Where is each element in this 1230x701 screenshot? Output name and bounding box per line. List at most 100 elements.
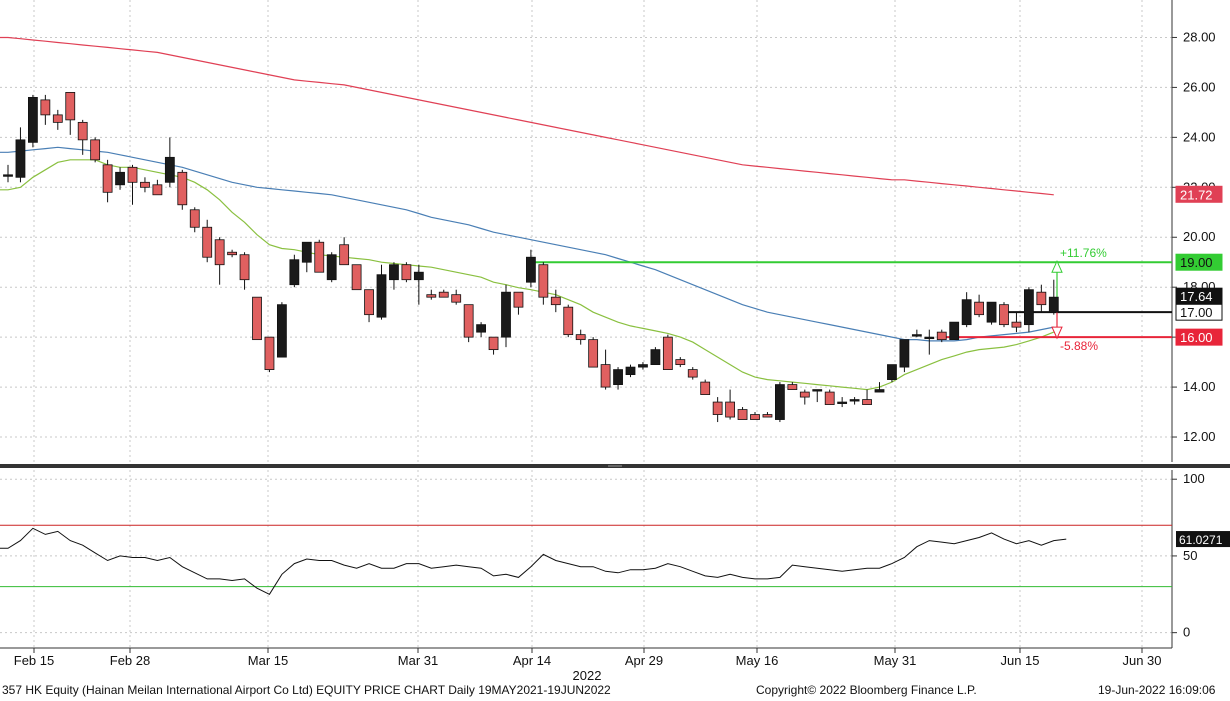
candle-body-down <box>140 181 150 188</box>
candle-body-up <box>874 389 885 393</box>
candle-body-down <box>700 381 711 395</box>
candle-body-down <box>824 391 835 405</box>
candle-body-down <box>351 264 362 291</box>
candle-body-up <box>949 321 960 341</box>
candle-body-down <box>189 209 200 228</box>
right-value-label-current: 17.64 <box>1180 289 1213 304</box>
candle-body-up <box>986 301 997 323</box>
candle-body-down <box>762 414 773 418</box>
candle-body-up <box>164 156 175 183</box>
candle-body-down <box>1011 321 1022 328</box>
rsi-last-value-box <box>1176 531 1230 548</box>
price-y-tick-label: 26.00 <box>1183 79 1216 94</box>
candle-body-down <box>974 301 984 316</box>
candle-body-up <box>924 336 935 340</box>
candle-body-up <box>376 274 387 318</box>
candle-body-down <box>152 184 163 196</box>
candle-body-down <box>538 264 549 298</box>
x-tick-label: Apr 29 <box>625 653 663 668</box>
candle-body-up <box>961 299 972 326</box>
x-tick-label: May 31 <box>874 653 917 668</box>
candle-body-down <box>52 114 63 123</box>
price-y-tick-label: 20.00 <box>1183 229 1216 244</box>
candle-body-up <box>326 254 337 281</box>
price-y-tick-label: 14.00 <box>1183 379 1216 394</box>
x-year-label: 2022 <box>573 668 602 683</box>
candle-body-up <box>289 259 300 286</box>
rsi-line <box>0 527 1067 595</box>
candle-body-down <box>737 409 748 420</box>
candle-body-down <box>90 139 101 161</box>
candle-body-up <box>15 139 26 178</box>
candle-body-down <box>999 304 1009 326</box>
candle-body-up <box>1024 289 1034 326</box>
candle-body-down <box>202 226 213 258</box>
candle-body-down <box>550 296 561 306</box>
level-label-resistance: 19.00 <box>1180 255 1213 270</box>
candle-body-down <box>662 336 673 370</box>
candle-body-down <box>451 294 462 303</box>
rsi-y-tick-label: 100 <box>1183 471 1205 486</box>
candle-body-down <box>463 304 474 338</box>
x-tick-label: Jun 30 <box>1122 653 1161 668</box>
candle-body-up <box>625 366 636 375</box>
candle-body-up <box>638 364 648 368</box>
candle-body-up <box>837 401 848 404</box>
candle-body-up <box>526 256 536 283</box>
candle-body-up <box>3 174 13 177</box>
candle-body-down <box>725 401 735 418</box>
x-tick-label: Mar 15 <box>248 653 288 668</box>
copyright-notice: Copyright© 2022 Bloomberg Finance L.P. <box>756 683 977 697</box>
x-tick-label: Feb 15 <box>14 653 54 668</box>
candle-body-down <box>264 336 275 370</box>
x-tick-label: May 16 <box>736 653 779 668</box>
candle-body-up <box>115 171 125 186</box>
level-pct-label-support: -5.88% <box>1060 339 1098 353</box>
candle-body-down <box>488 336 499 351</box>
candle-body-up <box>887 364 897 380</box>
down-arrow-icon <box>1051 326 1063 340</box>
candle-body-down <box>799 391 810 398</box>
moving-average-line-ma_long <box>0 36 1054 196</box>
rsi-last-value-label: 61.0271 <box>1179 533 1223 547</box>
candle-body-down <box>438 291 449 298</box>
candle-body-down <box>127 166 138 183</box>
candle-body-down <box>65 92 76 121</box>
x-tick-label: Mar 31 <box>398 653 438 668</box>
candle-body-down <box>227 251 238 256</box>
candle-body-down <box>102 164 113 193</box>
candle-body-down <box>862 399 872 405</box>
price-y-tick-label: 24.00 <box>1183 129 1216 144</box>
candle-body-down <box>252 296 262 341</box>
candle-body-down <box>787 384 798 390</box>
candle-body-up <box>775 384 785 420</box>
candle-body-down <box>563 306 574 336</box>
candle-body-up <box>27 96 38 143</box>
chart-timestamp: 19-Jun-2022 16:09:06 <box>1098 683 1216 697</box>
candle-body-up <box>812 389 823 392</box>
chart-source-caption: 357 HK Equity (Hainan Meilan Internation… <box>2 683 611 697</box>
candle-body-down <box>314 241 325 273</box>
x-tick-label: Feb 28 <box>110 653 150 668</box>
level-pct-label-resistance: +11.76% <box>1060 246 1107 260</box>
candle-body-down <box>40 99 51 116</box>
candle-body-up <box>276 304 287 358</box>
candle-body-down <box>426 294 437 298</box>
candle-body-down <box>239 254 250 281</box>
candle-body-down <box>712 401 723 415</box>
candle-body-up <box>476 324 487 333</box>
x-tick-label: Apr 14 <box>513 653 551 668</box>
candle-body-down <box>401 264 412 281</box>
candle-body-down <box>575 334 586 341</box>
candle-body-down <box>364 289 374 316</box>
candle-body-down <box>513 291 524 308</box>
candle-body-up <box>301 241 312 263</box>
candle-body-down <box>77 121 88 141</box>
level-label-current: 17.00 <box>1180 305 1213 320</box>
candle-body-down <box>588 339 599 368</box>
rsi-y-tick-label: 0 <box>1183 625 1190 640</box>
price-y-tick-label: 12.00 <box>1183 429 1216 444</box>
candle-body-up <box>413 271 424 281</box>
rsi-y-tick-label: 50 <box>1183 548 1197 563</box>
